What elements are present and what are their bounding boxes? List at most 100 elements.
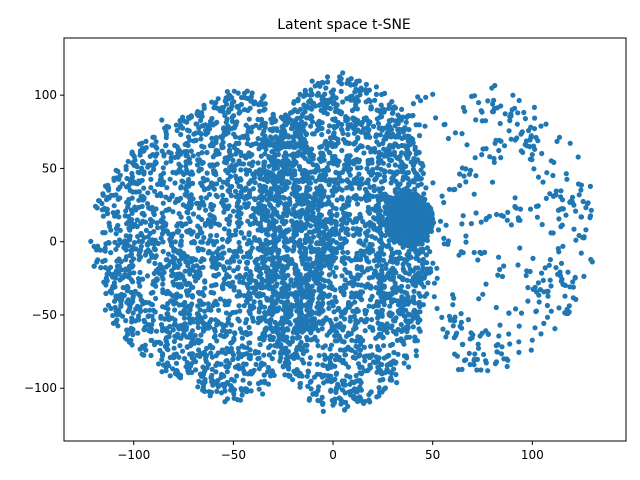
- scatter-point: [129, 315, 135, 321]
- scatter-point: [331, 125, 337, 131]
- scatter-point: [178, 151, 184, 157]
- scatter-point: [101, 279, 107, 285]
- scatter-point: [333, 371, 339, 377]
- scatter-point: [339, 147, 345, 154]
- scatter-point: [314, 224, 320, 230]
- scatter-point: [125, 158, 131, 165]
- scatter-point: [402, 270, 409, 276]
- scatter-point: [280, 346, 286, 353]
- scatter-point: [262, 136, 269, 142]
- scatter-point: [226, 92, 232, 98]
- scatter-point: [423, 252, 429, 258]
- scatter-point: [346, 217, 353, 223]
- scatter-point: [176, 354, 182, 360]
- scatter-point: [218, 374, 224, 380]
- scatter-point: [344, 153, 350, 160]
- scatter-point: [159, 210, 165, 216]
- scatter-point: [215, 350, 221, 356]
- scatter-point: [179, 223, 185, 229]
- scatter-point: [273, 134, 279, 140]
- scatter-point: [248, 129, 254, 135]
- scatter-point: [237, 176, 243, 182]
- scatter-point: [235, 90, 241, 96]
- scatter-point: [358, 196, 364, 202]
- scatter-point: [346, 304, 352, 310]
- scatter-point: [181, 355, 188, 362]
- scatter-point: [178, 185, 184, 191]
- scatter-point: [252, 216, 258, 222]
- scatter-point: [156, 361, 162, 367]
- scatter-point: [268, 257, 274, 263]
- scatter-point: [190, 319, 196, 325]
- scatter-point: [282, 169, 288, 175]
- scatter-point: [183, 163, 189, 169]
- scatter-point: [331, 400, 337, 406]
- scatter-point: [379, 389, 385, 395]
- scatter-point: [264, 178, 271, 185]
- scatter-point: [334, 179, 340, 185]
- scatter-point: [321, 176, 327, 182]
- scatter-point: [246, 324, 252, 331]
- scatter-point: [315, 80, 321, 86]
- scatter-point: [236, 210, 242, 216]
- scatter-point: [212, 100, 218, 107]
- scatter-point: [353, 219, 359, 225]
- scatter-point: [196, 340, 202, 346]
- scatter-point: [183, 324, 190, 330]
- scatter-point: [299, 255, 305, 262]
- scatter-point: [282, 122, 288, 128]
- scatter-point: [199, 239, 206, 245]
- scatter-point: [258, 171, 264, 177]
- scatter-point: [181, 277, 187, 283]
- scatter-point: [339, 273, 345, 279]
- scatter-point: [202, 221, 208, 227]
- scatter-point: [243, 320, 249, 326]
- scatter-point: [303, 232, 309, 238]
- scatter-point: [159, 148, 165, 154]
- scatter-point: [137, 269, 143, 276]
- scatter-point: [355, 127, 361, 133]
- scatter-point: [144, 201, 151, 207]
- scatter-point: [314, 361, 320, 367]
- scatter-point: [189, 169, 195, 175]
- scatter-point: [350, 159, 356, 165]
- scatter-point: [298, 339, 304, 345]
- scatter-point: [307, 186, 313, 192]
- scatter-point: [252, 180, 258, 186]
- scatter-point: [92, 203, 99, 209]
- scatter-point: [226, 203, 232, 209]
- scatter-point: [151, 166, 157, 172]
- scatter-point: [289, 338, 295, 344]
- scatter-point: [247, 347, 253, 353]
- scatter-point: [199, 160, 205, 166]
- scatter-point: [232, 364, 239, 370]
- scatter-point: [381, 343, 387, 349]
- scatter-point: [277, 194, 283, 201]
- scatter-point: [199, 216, 205, 223]
- scatter-point: [269, 149, 275, 155]
- scatter-point: [262, 120, 268, 126]
- scatter-point: [371, 215, 377, 221]
- scatter-point: [141, 185, 147, 191]
- scatter-point: [135, 330, 141, 336]
- scatter-point: [200, 199, 206, 205]
- scatter-point: [141, 196, 147, 202]
- scatter-point: [276, 305, 282, 311]
- scatter-point: [293, 289, 299, 296]
- scatter-point: [280, 135, 286, 141]
- scatter-point: [297, 139, 303, 145]
- scatter-point: [307, 97, 314, 103]
- scatter-point: [294, 184, 300, 190]
- scatter-point: [286, 180, 292, 186]
- scatter-point: [164, 185, 170, 191]
- scatter-point: [338, 313, 344, 319]
- scatter-point: [111, 298, 118, 304]
- scatter-point: [221, 159, 228, 165]
- scatter-point: [314, 241, 320, 247]
- scatter-point: [125, 243, 132, 249]
- scatter-point: [108, 250, 114, 256]
- scatter-point: [341, 347, 347, 353]
- scatter-point: [258, 176, 264, 182]
- scatter-point: [271, 308, 277, 314]
- scatter-point: [243, 271, 249, 278]
